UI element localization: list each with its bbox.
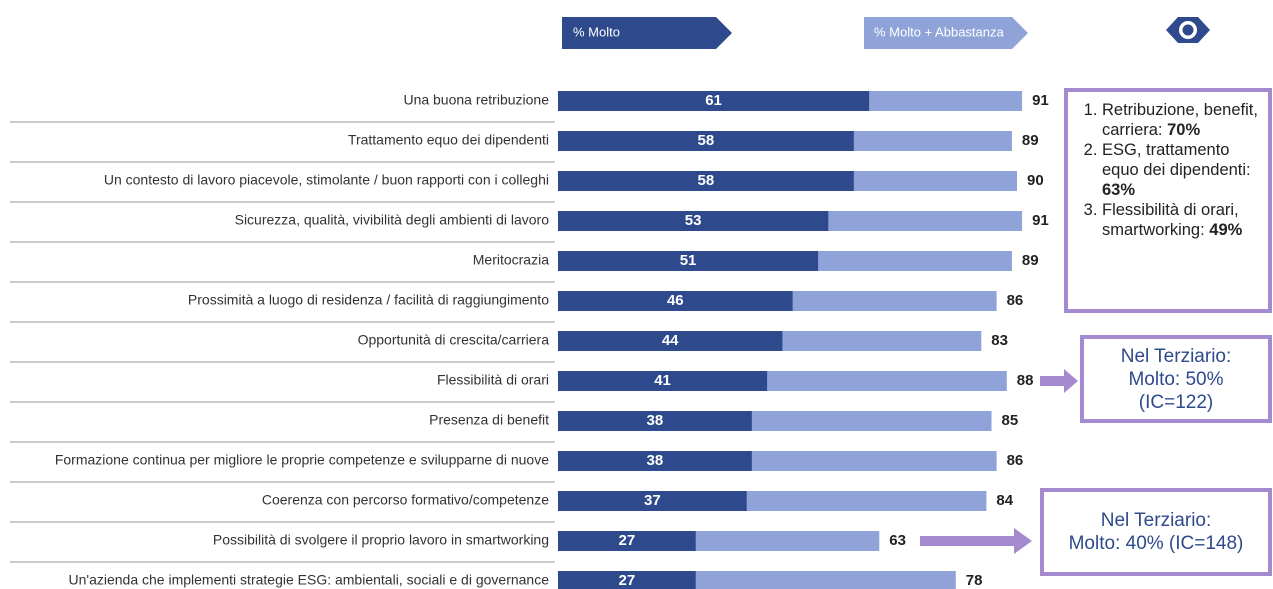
legend-arrow bbox=[864, 17, 1028, 49]
note-line: Molto: 50% bbox=[1128, 368, 1224, 390]
category-label: Un'azienda che implementi strategie ESG:… bbox=[69, 572, 550, 588]
summary-text: Retribuzione, benefit, carriera: bbox=[1102, 101, 1258, 139]
bar bbox=[558, 411, 752, 431]
value-label: 63 bbox=[889, 532, 906, 549]
value-label: 44 bbox=[662, 332, 679, 349]
value-label: 51 bbox=[680, 252, 697, 269]
summary-item: Retribuzione, benefit, carriera: 70% bbox=[1102, 100, 1268, 140]
legend-arrow bbox=[562, 17, 732, 49]
value-label: 90 bbox=[1027, 172, 1044, 189]
bar bbox=[558, 371, 768, 391]
category-label: Meritocrazia bbox=[473, 252, 549, 268]
value-label: 27 bbox=[619, 572, 636, 589]
bar bbox=[558, 331, 783, 351]
note-box: Nel Terziario: Molto: 40% (IC=148) bbox=[1040, 488, 1272, 576]
bar bbox=[558, 131, 854, 151]
value-label: 91 bbox=[1032, 212, 1049, 229]
value-label: 89 bbox=[1022, 252, 1039, 269]
bar bbox=[558, 91, 870, 111]
value-label: 58 bbox=[698, 132, 715, 149]
value-label: 46 bbox=[667, 292, 684, 309]
value-label: 86 bbox=[1007, 452, 1024, 469]
bar bbox=[558, 571, 696, 589]
bar bbox=[558, 211, 829, 231]
value-label: 41 bbox=[654, 372, 671, 389]
bar bbox=[558, 291, 793, 311]
value-label: 86 bbox=[1007, 292, 1024, 309]
category-label: Una buona retribuzione bbox=[403, 92, 549, 108]
value-label: 91 bbox=[1032, 92, 1049, 109]
arrow bbox=[920, 369, 1078, 554]
value-label: 58 bbox=[698, 172, 715, 189]
category-label: Coerenza con percorso formativo/competen… bbox=[262, 492, 549, 508]
summary-text: Flessibilità di orari, smartworking: bbox=[1102, 201, 1239, 239]
note-line: Nel Terziario: bbox=[1120, 345, 1232, 367]
bar bbox=[558, 491, 747, 511]
value-label: 27 bbox=[619, 532, 636, 549]
value-label: 53 bbox=[685, 212, 702, 229]
summary-item: Flessibilità di orari, smartworking: 49% bbox=[1102, 200, 1268, 240]
value-label: 61 bbox=[705, 92, 722, 109]
summary-value: 49% bbox=[1209, 221, 1243, 239]
summary-item: ESG, trattamento equo dei dipendenti: 63… bbox=[1102, 140, 1268, 200]
value-label: 78 bbox=[966, 572, 983, 589]
summary-box: Retribuzione, benefit, carriera: 70%ESG,… bbox=[1064, 88, 1272, 313]
value-label: 85 bbox=[1002, 412, 1019, 429]
category-label: Possibilità di svolgere il proprio lavor… bbox=[213, 532, 549, 548]
bar bbox=[558, 451, 752, 471]
value-label: 83 bbox=[991, 332, 1008, 349]
legend-label: % Molto + Abbastanza bbox=[874, 24, 1004, 39]
summary-value: 70% bbox=[1167, 121, 1201, 139]
category-label: Presenza di benefit bbox=[429, 412, 549, 428]
bar bbox=[558, 171, 854, 191]
value-label: 88 bbox=[1017, 372, 1034, 389]
category-label: Flessibilità di orari bbox=[437, 372, 549, 388]
category-label: Formazione continua per migliore le prop… bbox=[55, 452, 549, 468]
summary-text: ESG, trattamento equo dei dipendenti: bbox=[1102, 141, 1251, 179]
bar bbox=[558, 251, 819, 271]
value-label: 84 bbox=[996, 492, 1013, 509]
category-label: Sicurezza, qualità, vivibilità degli amb… bbox=[235, 212, 550, 228]
legend-label: % Molto bbox=[573, 24, 620, 39]
note-line: Nel Terziario: bbox=[1100, 510, 1212, 531]
note-line: (IC=122) bbox=[1138, 391, 1214, 413]
summary-list: Retribuzione, benefit, carriera: 70%ESG,… bbox=[1068, 100, 1268, 240]
value-label: 89 bbox=[1022, 132, 1039, 149]
value-label: 38 bbox=[647, 452, 664, 469]
value-label: 38 bbox=[647, 412, 664, 429]
summary-value: 63% bbox=[1102, 181, 1136, 199]
category-label: Un contesto di lavoro piacevole, stimola… bbox=[104, 172, 549, 188]
note-line: Molto: 40% (IC=148) bbox=[1068, 533, 1244, 554]
category-label: Prossimità a luogo di residenza / facili… bbox=[188, 292, 549, 308]
category-label: Trattamento equo dei dipendenti bbox=[348, 132, 549, 148]
value-label: 37 bbox=[644, 492, 661, 509]
eye-icon bbox=[1166, 17, 1210, 43]
bar bbox=[558, 531, 696, 551]
note-box: Nel Terziario: Molto: 50% (IC=122) bbox=[1080, 335, 1272, 423]
category-label: Opportunità di crescita/carriera bbox=[358, 332, 550, 348]
